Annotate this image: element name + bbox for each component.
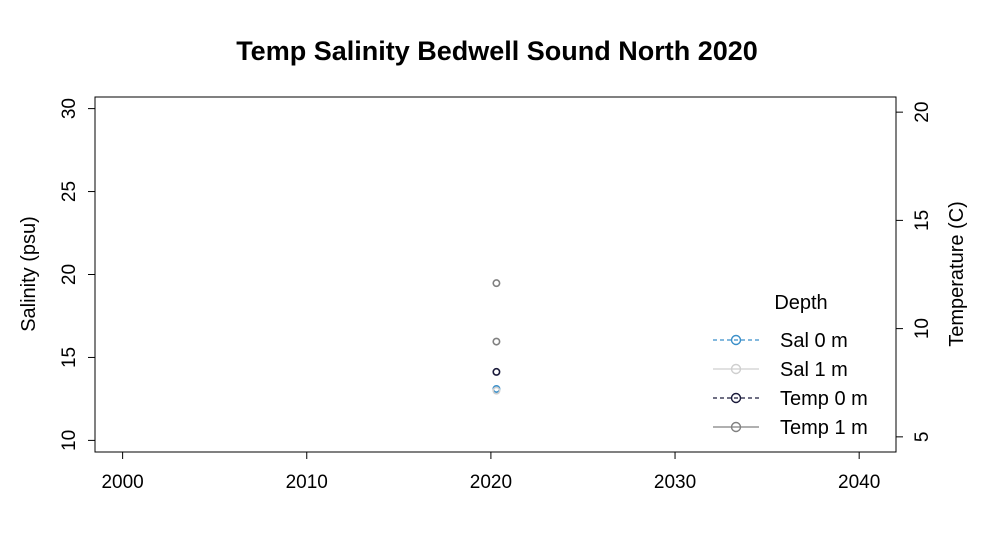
- x-tick-label: 2010: [286, 472, 328, 493]
- data-point: [492, 367, 501, 376]
- x-tick-label: 2030: [654, 472, 696, 493]
- legend-marker: [730, 392, 742, 404]
- y-tick-label: 10: [59, 430, 80, 451]
- data-point: [492, 279, 501, 288]
- x-tick-label: 2040: [838, 472, 880, 493]
- x-axis: 2000 2010 2020 2030 2040: [101, 451, 880, 493]
- y-axis-temperature: 5 10 15 20: [895, 102, 933, 443]
- data-point: [492, 386, 501, 395]
- legend-marker: [730, 421, 742, 433]
- y-axis-salinity: 10 15 20 25 30: [59, 98, 96, 451]
- legend-marker: [730, 363, 742, 375]
- chart-title: Temp Salinity Bedwell Sound North 2020: [236, 36, 758, 66]
- legend-entry-label: Sal 0 m: [780, 330, 848, 352]
- y2-tick-label: 5: [912, 432, 933, 443]
- y-tick-label: 20: [59, 264, 80, 285]
- plot-area-frame: [94, 96, 897, 453]
- legend: Depth Sal 0 m Sal 1 m Temp 0 m Temp 1 m: [713, 292, 868, 439]
- y2-axis-label: Temperature (C): [946, 201, 968, 347]
- data-points: [492, 279, 501, 395]
- legend-entry-label: Temp 1 m: [780, 417, 868, 439]
- x-tick-label: 2000: [101, 472, 143, 493]
- y-axis-label: Salinity (psu): [18, 216, 40, 332]
- y2-tick-label: 20: [912, 102, 933, 123]
- data-point: [492, 337, 501, 346]
- legend-marker: [730, 334, 742, 346]
- y-tick-label: 15: [59, 347, 80, 368]
- y-tick-label: 30: [59, 98, 80, 119]
- legend-entry-label: Sal 1 m: [780, 359, 848, 381]
- legend-title: Depth: [774, 292, 827, 314]
- y2-tick-label: 10: [912, 318, 933, 339]
- x-tick-label: 2020: [470, 472, 512, 493]
- y-tick-label: 25: [59, 181, 80, 202]
- legend-entry-label: Temp 0 m: [780, 388, 868, 410]
- y2-tick-label: 15: [912, 210, 933, 231]
